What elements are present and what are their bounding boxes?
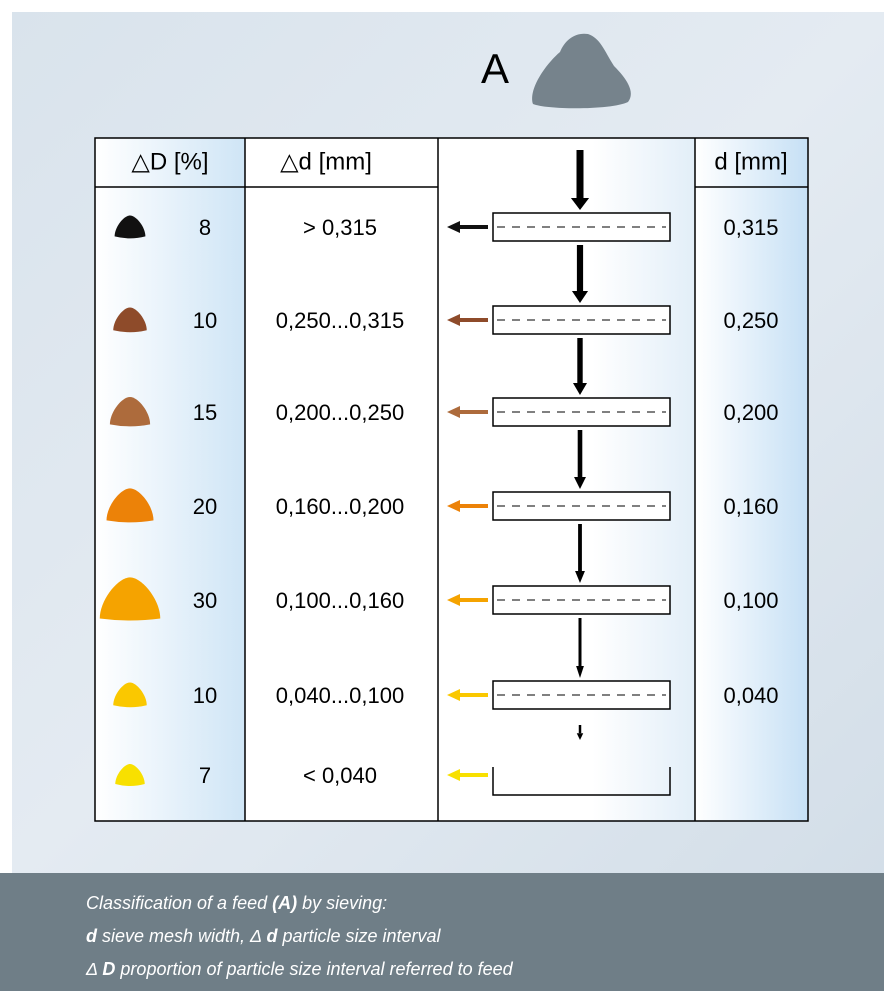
caption-text: by sieving: xyxy=(297,893,387,913)
size-interval: < 0,040 xyxy=(303,763,377,788)
caption-text: d xyxy=(86,926,97,946)
size-interval: 0,100...0,160 xyxy=(276,588,404,613)
size-interval: 0,200...0,250 xyxy=(276,400,404,425)
diagram: A △D [%] △d [mm] d [mm] 8 > 0,315 0,315 10 0… xyxy=(0,0,884,873)
caption: Classification of a feed (A) by sieving:… xyxy=(0,873,884,991)
proportion: 20 xyxy=(193,494,217,519)
size-interval: 0,040...0,100 xyxy=(276,683,404,708)
proportion: 30 xyxy=(193,588,217,613)
caption-text: D xyxy=(102,959,115,979)
mesh-width: 0,100 xyxy=(723,588,778,613)
caption-text: sieve mesh width, Δ xyxy=(97,926,266,946)
caption-line: d sieve mesh width, Δ d particle size in… xyxy=(86,920,884,953)
proportion: 7 xyxy=(199,763,211,788)
caption-text: d xyxy=(266,926,277,946)
column-bg xyxy=(95,138,245,821)
mesh-width: 0,040 xyxy=(723,683,778,708)
header: △d [mm] xyxy=(280,148,372,175)
column-bg xyxy=(245,138,438,821)
caption-text: (A) xyxy=(272,893,297,913)
mesh-width: 0,160 xyxy=(723,494,778,519)
caption-text: Δ xyxy=(86,959,102,979)
size-interval: 0,160...0,200 xyxy=(276,494,404,519)
header: d [mm] xyxy=(714,148,787,175)
caption-text: particle size interval xyxy=(277,926,440,946)
column-bg xyxy=(695,138,808,821)
mesh-width: 0,250 xyxy=(723,308,778,333)
caption-line: Δ D proportion of particle size interval… xyxy=(86,953,884,986)
proportion: 10 xyxy=(193,308,217,333)
mesh-width: 0,200 xyxy=(723,400,778,425)
size-interval: > 0,315 xyxy=(303,215,377,240)
feed-label: A xyxy=(481,45,509,92)
proportion: 10 xyxy=(193,683,217,708)
page: A △D [%] △d [mm] d [mm] 8 > 0,315 0,315 10 0… xyxy=(0,0,884,991)
size-interval: 0,250...0,315 xyxy=(276,308,404,333)
proportion: 15 xyxy=(193,400,217,425)
caption-line: Classification of a feed (A) by sieving: xyxy=(86,887,884,920)
mesh-width: 0,315 xyxy=(723,215,778,240)
proportion: 8 xyxy=(199,215,211,240)
header: △D [%] xyxy=(131,148,208,175)
caption-text: proportion of particle size interval ref… xyxy=(115,959,512,979)
caption-text: Classification of a feed xyxy=(86,893,272,913)
